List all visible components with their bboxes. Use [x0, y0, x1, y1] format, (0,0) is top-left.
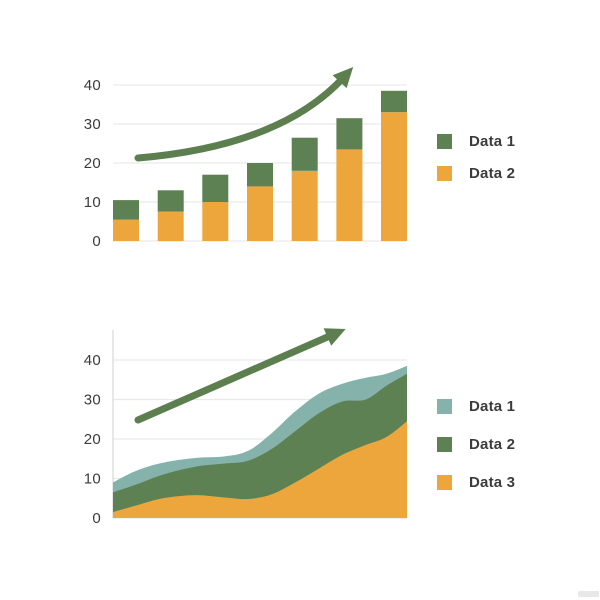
y-tick-label: 30 [84, 392, 101, 409]
legend-item: Data 1 [437, 134, 515, 149]
bar-segment [247, 186, 273, 241]
legend-label: Data 1 [469, 133, 516, 150]
y-tick-label: 0 [92, 510, 101, 527]
legend-swatch-green [437, 437, 452, 452]
bar-segment [336, 149, 363, 241]
trend-arrowhead-icon [323, 328, 346, 346]
trend-arrow-icon [134, 74, 347, 162]
y-tick-label: 30 [84, 116, 101, 133]
legend-swatch-orange [437, 166, 452, 181]
legend-label: Data 1 [469, 398, 516, 415]
stacked-bar-chart: 0 10 20 30 40 [84, 67, 407, 250]
trend-arrow-icon [134, 331, 336, 424]
legend-item: Data 2 [437, 437, 515, 452]
stacked-area-chart: 0 10 20 30 40 [84, 328, 407, 527]
y-tick-label: 40 [84, 77, 101, 94]
legend-item: Data 2 [437, 166, 515, 181]
bar-segment [157, 211, 184, 242]
bar-chart-legend: Data 1 Data 2 [437, 134, 515, 198]
legend-label: Data 2 [469, 165, 516, 182]
legend-item: Data 3 [437, 475, 515, 490]
y-tick-label: 0 [92, 233, 101, 250]
y-tick-label: 10 [84, 471, 101, 488]
bar-segment [291, 170, 318, 241]
y-tick-label: 20 [84, 155, 101, 172]
bar-segment [291, 137, 318, 171]
legend-swatch-green [437, 134, 452, 149]
y-tick-label: 20 [84, 431, 101, 448]
bar-segment [336, 118, 363, 150]
y-tick-label: 40 [84, 352, 101, 369]
bar-segment [381, 112, 407, 241]
bar-segment [113, 219, 139, 241]
bar-segment [247, 163, 273, 187]
bar-segment [157, 190, 184, 212]
trend-arrowhead-icon [332, 67, 354, 89]
area-chart-legend: Data 1 Data 2 Data 3 [437, 399, 515, 513]
legend-item: Data 1 [437, 399, 515, 414]
bar-segment [202, 202, 229, 241]
bar-segment [113, 200, 139, 220]
legend-swatch-orange [437, 475, 452, 490]
bar-segment [202, 174, 229, 202]
bar-segment [381, 90, 407, 113]
legend-label: Data 3 [469, 474, 516, 491]
watermark [578, 591, 599, 597]
area-band [113, 421, 407, 518]
legend-label: Data 2 [469, 436, 516, 453]
y-tick-label: 10 [84, 194, 101, 211]
legend-swatch-teal [437, 399, 452, 414]
